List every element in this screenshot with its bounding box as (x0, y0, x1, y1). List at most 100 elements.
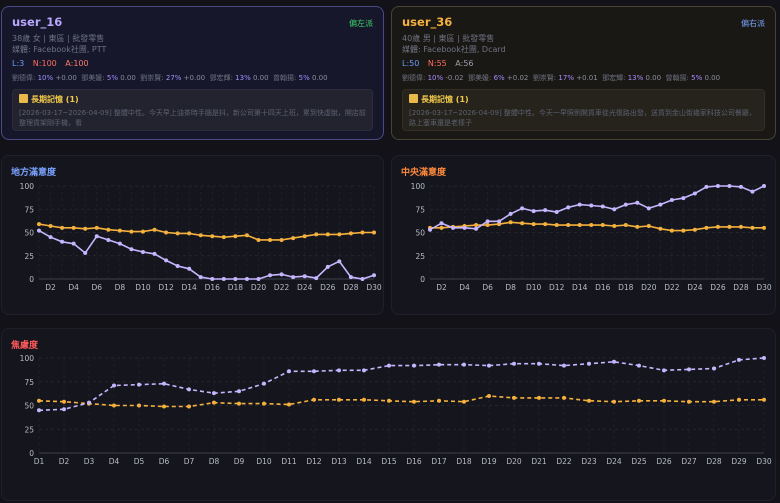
memo-icon (409, 94, 418, 103)
data-point (727, 184, 732, 188)
data-point (175, 263, 180, 268)
data-point (117, 241, 122, 246)
data-point (462, 399, 466, 404)
x-tick-label: D25 (631, 457, 647, 466)
user-media: 媒體: Facebook社團, PTT (12, 45, 107, 54)
data-point (83, 226, 88, 231)
data-point (543, 222, 548, 227)
data-point (750, 225, 755, 230)
stat-l: L:50 (402, 59, 420, 68)
data-point (566, 205, 571, 210)
data-point (537, 361, 541, 366)
x-tick-label: D14 (182, 283, 198, 292)
data-point (337, 232, 342, 237)
x-tick-label: D30 (366, 283, 382, 292)
y-tick-label: 75 (24, 378, 34, 387)
data-point (727, 224, 732, 229)
data-point (715, 184, 720, 188)
x-tick-label: D22 (556, 457, 572, 466)
data-point (762, 225, 766, 230)
x-tick-label: D28 (706, 457, 722, 466)
data-point (37, 408, 41, 413)
data-point (362, 368, 366, 373)
candidate-scores: 劉德偉: 10% -0.02 鄧美媛: 6% +0.02 劉崇賢: 17% +0… (402, 74, 721, 82)
data-point (112, 383, 116, 388)
x-tick-label: D20 (641, 283, 657, 292)
data-point (198, 233, 203, 238)
x-tick-label: D14 (356, 457, 372, 466)
chart-title: 地方滿意度 (11, 168, 57, 178)
data-point (428, 227, 432, 232)
x-tick-label: D12 (306, 457, 322, 466)
data-point (137, 382, 141, 387)
long-term-memory[interactable]: 長期記憶 (1) [2026-03-17~2026-04-09] 整體中性。今天… (402, 89, 765, 131)
x-tick-label: D24 (606, 457, 622, 466)
x-tick-label: D22 (664, 283, 680, 292)
x-tick-label: D18 (228, 283, 244, 292)
x-tick-label: D13 (331, 457, 347, 466)
data-point (287, 402, 291, 407)
data-point (497, 219, 502, 224)
stat-n: N:55 (427, 59, 447, 68)
data-point (302, 274, 307, 279)
data-point (437, 398, 441, 403)
x-tick-label: D18 (456, 457, 472, 466)
data-point (62, 399, 66, 404)
x-tick-label: D4 (68, 283, 79, 292)
data-point (566, 223, 571, 228)
data-point (387, 363, 391, 368)
x-tick-label: D12 (158, 283, 174, 292)
central-satisfaction-chart-card: 中央滿意度 0 25 50 75 100 D2 D4 D6 D8 D10 D12 D14 D16 D18 D… (391, 155, 776, 315)
lean-badge: 偏左派 (349, 19, 373, 28)
user-card-1[interactable]: user_16 偏左派 38歲 女 | 東區 | 批發零售 媒體: Facebo… (1, 6, 384, 140)
data-point (256, 277, 261, 281)
anxiety-chart-card: 焦慮度 0 25 50 75 100 D1 D2 D3 D4 D5 D6 D7 D8 D9 D10 D11 D1… (1, 328, 776, 501)
data-point (487, 363, 491, 368)
data-point (212, 400, 216, 405)
x-tick-label: D10 (135, 283, 151, 292)
data-point (291, 275, 296, 280)
x-tick-label: D20 (506, 457, 522, 466)
data-point (187, 231, 192, 236)
x-tick-label: D16 (205, 283, 221, 292)
stat-n: N:100 (32, 59, 57, 68)
data-point (637, 363, 641, 368)
data-point (662, 368, 666, 373)
data-point (262, 401, 266, 406)
long-term-memory[interactable]: 長期記憶 (1) [2026-03-17~2026-04-09] 整體中性。今天… (12, 89, 373, 131)
series-line (38, 229, 375, 280)
data-point (589, 223, 594, 228)
data-point (164, 230, 169, 235)
data-point (738, 224, 743, 229)
data-point (600, 204, 605, 209)
x-tick-label: D14 (572, 283, 588, 292)
data-point (623, 202, 628, 207)
candidate-scores: 劉德偉: 10% +0.00 鄧美媛: 5% 0.00 劉崇賢: 27% +0.… (12, 74, 328, 82)
data-point (612, 399, 616, 404)
data-point (543, 208, 548, 213)
x-tick-label: D8 (505, 283, 516, 292)
x-tick-label: D28 (343, 283, 359, 292)
data-point (692, 191, 697, 196)
data-point (314, 276, 319, 281)
data-point (612, 207, 617, 212)
x-tick-label: D26 (710, 283, 726, 292)
data-point (712, 399, 716, 404)
data-point (187, 266, 192, 271)
data-point (737, 397, 741, 402)
data-point (687, 367, 691, 372)
x-tick-label: D4 (459, 283, 470, 292)
x-tick-label: D2 (45, 283, 56, 292)
data-point (187, 404, 191, 409)
data-point (462, 225, 467, 230)
data-point (512, 361, 516, 366)
y-tick-label: 75 (415, 205, 425, 214)
data-point (623, 223, 628, 228)
data-point (221, 235, 226, 240)
local-satisfaction-chart: 0 25 50 75 100 D2 D4 D6 D8 D10 D12 D14 D16 D18 D20 D22 D… (20, 182, 382, 292)
user-name: user_36 (402, 15, 453, 29)
x-tick-label: D1 (34, 457, 45, 466)
user-card-2[interactable]: user_36 偏右派 40歲 男 | 東區 | 批發零售 媒體: Facebo… (391, 6, 776, 140)
x-tick-label: D7 (184, 457, 195, 466)
data-point (262, 381, 266, 386)
